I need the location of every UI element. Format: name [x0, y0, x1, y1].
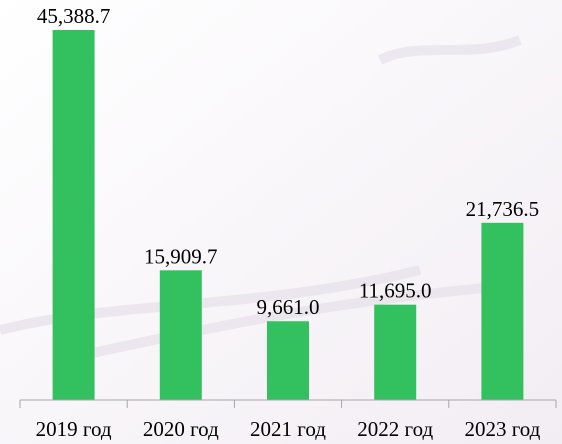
bar-value-label: 15,909.7 [144, 244, 218, 268]
x-axis-ticks [19, 400, 557, 408]
bar [267, 321, 309, 400]
category-label: 2019 год [36, 417, 112, 441]
bars-layer [52, 30, 524, 400]
bar-value-label: 11,695.0 [359, 279, 432, 303]
bar-value-label: 9,661.0 [257, 295, 320, 319]
bar-value-label: 45,388.7 [37, 4, 111, 28]
value-labels-layer: 45,388.7 15,909.7 9,661.0 11,695.0 21,736.5 [37, 4, 539, 319]
category-label: 2023 год [464, 417, 540, 441]
bar [374, 304, 417, 400]
bar-value-label: 21,736.5 [466, 197, 540, 221]
category-label: 2021 год [250, 417, 326, 441]
bar [159, 270, 202, 400]
category-label: 2020 год [143, 417, 219, 441]
category-labels-layer: 2019 год 2020 год 2021 год 2022 год 2023 год [36, 417, 541, 441]
bar [481, 222, 524, 400]
bar [52, 30, 95, 400]
category-label: 2022 год [357, 417, 433, 441]
